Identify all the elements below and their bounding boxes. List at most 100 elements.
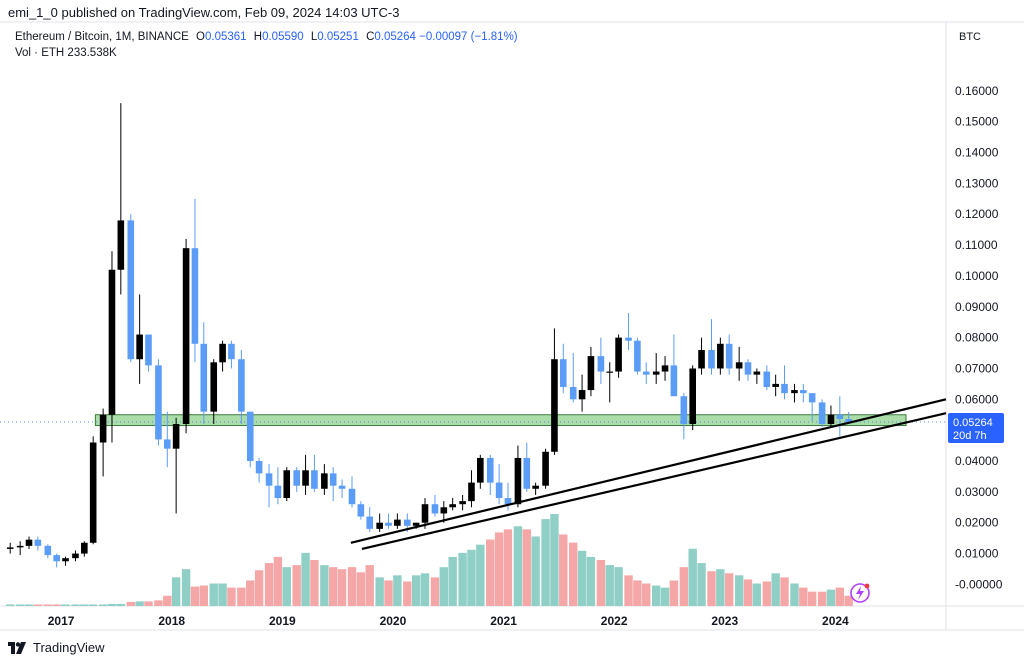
- currency-badge[interactable]: BTC: [959, 31, 981, 43]
- candle-body: [72, 553, 79, 559]
- volume-bar: [596, 560, 606, 606]
- symbol-name: Ethereum / Bitcoin, 1M, BINANCE: [15, 31, 189, 43]
- price-tick-label: -0.00000: [955, 577, 1003, 591]
- candle-body: [532, 485, 539, 489]
- candle-body: [772, 383, 779, 387]
- time-tick-label: 2023: [711, 614, 738, 628]
- candle-body: [753, 371, 761, 375]
- candle-body: [25, 539, 33, 546]
- volume-bar: [780, 577, 789, 606]
- volume-bar: [605, 565, 614, 606]
- candle-body: [559, 359, 567, 387]
- footer-brand[interactable]: TradingView: [8, 640, 105, 655]
- volume-bar: [218, 583, 227, 606]
- volume-bar: [171, 577, 181, 606]
- volume-bar: [817, 591, 827, 606]
- volume-bar: [329, 567, 338, 606]
- candle-body: [357, 504, 365, 517]
- candle-body: [670, 365, 678, 397]
- candle-body: [228, 343, 235, 360]
- trendline: [361, 412, 947, 551]
- volume-bar: [403, 581, 412, 606]
- candle-body: [652, 371, 660, 375]
- candle-body: [514, 457, 522, 505]
- volume-bar: [835, 587, 845, 606]
- volume-bar: [467, 549, 476, 606]
- candle-body: [504, 498, 512, 505]
- close-value: 0.05264: [374, 31, 416, 43]
- candle-body: [81, 542, 88, 554]
- candle-body: [246, 411, 254, 462]
- candle-body: [689, 368, 696, 424]
- volume-bar: [762, 581, 772, 606]
- volume-bars: [6, 514, 853, 606]
- flash-icon-bolt: [856, 586, 864, 600]
- candle-body: [587, 356, 595, 391]
- volume-bar: [246, 580, 255, 606]
- candle-body: [163, 439, 171, 449]
- volume-bar: [522, 529, 531, 606]
- price-tick-label: 0.06000: [955, 392, 999, 406]
- close-label: C: [366, 31, 375, 43]
- volume-bar: [209, 583, 218, 606]
- last-price-countdown: 20d 7h: [953, 430, 987, 442]
- volume-bar: [126, 601, 135, 606]
- candle-body: [634, 340, 641, 372]
- candle-body: [717, 343, 724, 369]
- volume-bar: [743, 579, 753, 606]
- volume-bar: [503, 529, 513, 606]
- candle-body: [283, 470, 291, 499]
- candle-body: [725, 343, 733, 369]
- price-tick-label: 0.14000: [955, 146, 999, 160]
- volume-bar: [633, 580, 642, 606]
- volume-bar: [771, 573, 780, 606]
- candle-body: [449, 504, 456, 508]
- flash-icon[interactable]: [850, 583, 870, 603]
- time-tick-label: 2019: [269, 614, 296, 628]
- volume-bar: [144, 601, 153, 606]
- publisher-line: emi_1_0 published on TradingView.com, Fe…: [8, 5, 400, 20]
- low-value: 0.05251: [317, 31, 359, 43]
- volume-bar: [724, 573, 734, 606]
- candle-body: [404, 519, 411, 526]
- volume-bar: [337, 569, 347, 606]
- price-tick-label: 0.16000: [955, 84, 999, 98]
- volume-bar: [707, 571, 716, 606]
- change-value: −0.00097 (−1.81%): [419, 31, 518, 43]
- candle-body: [376, 522, 383, 529]
- candle-body: [459, 501, 466, 505]
- volume-bar: [439, 567, 449, 606]
- candle-body: [551, 359, 558, 452]
- volume-bar: [98, 604, 108, 606]
- candle-body: [698, 349, 705, 369]
- volume-bar: [559, 534, 568, 606]
- volume-bar: [71, 604, 80, 606]
- volume-bar: [80, 604, 89, 606]
- volume-bar: [181, 569, 191, 606]
- volume-bar: [614, 567, 623, 606]
- volume-bar: [301, 552, 310, 606]
- candle-body: [808, 393, 816, 403]
- price-tick-label: 0.01000: [955, 547, 999, 561]
- volume-bar: [273, 556, 283, 606]
- volume-bar: [154, 600, 163, 606]
- volume-label: Vol · ETH: [15, 47, 65, 59]
- candle-body: [495, 482, 503, 499]
- candle-body: [421, 504, 429, 523]
- volume-bar: [384, 580, 393, 606]
- flash-icon-dot: [864, 583, 870, 589]
- candle-body: [708, 349, 715, 369]
- candle-body: [117, 220, 125, 270]
- candle-body: [44, 545, 52, 556]
- volume-bar: [752, 583, 762, 606]
- candle-body: [89, 442, 97, 543]
- candle-body: [200, 343, 208, 412]
- time-axis: 2017 2018 2019 2020 2021 2022 2023 2024: [48, 614, 849, 628]
- candle-body: [763, 371, 771, 387]
- candle-body: [431, 504, 439, 514]
- volume-bar: [227, 587, 236, 606]
- volume-bar: [697, 563, 706, 606]
- volume-bar: [292, 565, 301, 606]
- volume-bar: [486, 539, 495, 606]
